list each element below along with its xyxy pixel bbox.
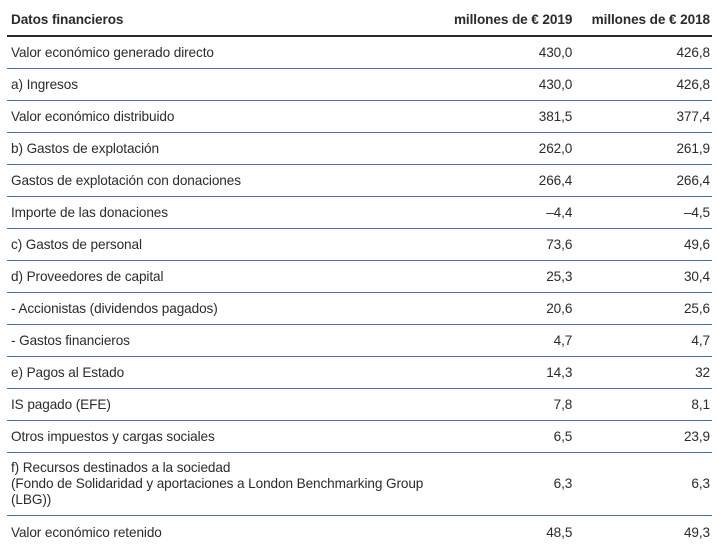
value-2019: –4,4 [445,196,575,229]
row-label: b) Gastos de explotación [7,132,446,165]
table-row: Gastos de explotación con donaciones 266,… [7,164,712,197]
value-2018: 49,6 [574,228,712,261]
value-2018: 261,9 [574,132,712,165]
row-label: IS pagado (EFE) [7,388,446,421]
table-row: Valor económico distribuido 381,5 377,4 [7,100,712,133]
value-2019: 6,5 [445,420,575,453]
row-label: e) Pagos al Estado [7,356,446,389]
table-row: e) Pagos al Estado 14,3 32 [7,356,712,389]
row-label: - Accionistas (dividendos pagados) [7,292,446,325]
header-2018: millones de € 2018 [574,4,712,37]
value-2019: 20,6 [445,292,575,325]
value-2019: 430,0 [445,36,575,69]
value-2019: 7,8 [445,388,575,421]
header-2019: millones de € 2019 [445,4,575,37]
value-2018: 30,4 [574,260,712,293]
table-row: f) Recursos destinados a la sociedad (Fon… [7,452,712,516]
value-2019: 262,0 [445,132,575,165]
row-label: Valor económico distribuido [7,100,446,133]
row-label: Valor económico generado directo [7,36,446,69]
value-2019: 73,6 [445,228,575,261]
table-row: a) Ingresos 430,0 426,8 [7,68,712,101]
row-label: f) Recursos destinados a la sociedad (Fon… [7,452,446,516]
value-2018: 266,4 [574,164,712,197]
table-row: Importe de las donaciones –4,4 –4,5 [7,196,712,229]
row-label: - Gastos financieros [7,324,446,357]
table-row: - Gastos financieros 4,7 4,7 [7,324,712,357]
table-row: - Accionistas (dividendos pagados) 20,6 25… [7,292,712,325]
row-label: d) Proveedores de capital [7,260,446,293]
value-2019: 381,5 [445,100,575,133]
table-row: Valor económico retenido 48,5 49,3 [7,516,712,549]
value-2018: 426,8 [574,68,712,101]
table-row: IS pagado (EFE) 7,8 8,1 [7,388,712,421]
value-2018: 377,4 [574,100,712,133]
row-label: Importe de las donaciones [7,196,446,229]
value-2019: 48,5 [546,524,573,540]
table-row: d) Proveedores de capital 25,3 30,4 [7,260,712,293]
row-label: c) Gastos de personal [7,228,446,261]
table-row: b) Gastos de explotación 262,0 261,9 [7,132,712,165]
value-2018: 426,8 [574,36,712,69]
value-2018: 23,9 [574,420,712,453]
value-2018: 6,3 [574,452,712,516]
row-label: Gastos de explotación con donaciones [7,164,446,197]
value-2018: 32 [574,356,712,389]
value-2019: 6,3 [445,452,575,516]
value-2019: 14,3 [445,356,575,389]
value-2018: 25,6 [574,292,712,325]
value-2018: 4,7 [574,324,712,357]
table-row: c) Gastos de personal 73,6 49,6 [7,228,712,261]
row-label: a) Ingresos [7,68,446,101]
row-label: Otros impuestos y cargas sociales [7,420,446,453]
row-label: Valor económico retenido [11,524,162,540]
value-2019: 25,3 [445,260,575,293]
value-2019: 4,7 [445,324,575,357]
value-2019: 430,0 [445,68,575,101]
table-row: Valor económico generado directo 430,0 426… [7,36,712,69]
value-2018: –4,5 [574,196,712,229]
financial-data-table: Datos financieros millones de € 2019 mil… [7,4,712,548]
table-header-row: Datos financieros millones de € 2019 mil… [7,4,712,37]
value-2018: 8,1 [574,388,712,421]
header-datos-financieros: Datos financieros [7,4,446,37]
table-row: Otros impuestos y cargas sociales 6,5 23,9 [7,420,712,453]
value-2018: 49,3 [683,524,710,540]
value-2019: 266,4 [445,164,575,197]
